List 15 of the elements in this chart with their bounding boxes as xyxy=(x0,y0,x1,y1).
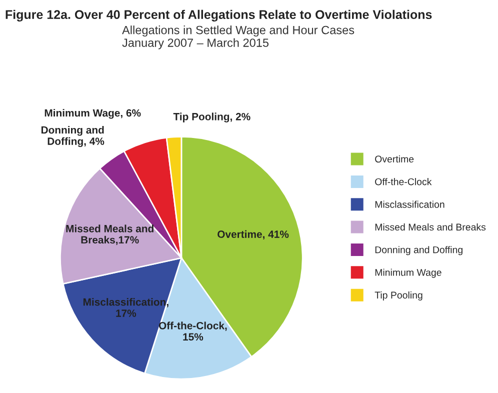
data-label: Off-the-Clock, 15% xyxy=(158,322,227,341)
legend-label: Overtime xyxy=(375,155,414,163)
chart-title: Figure 12a. Over 40 Percent of Allegations Relate to Overtime Violations xyxy=(6,10,432,22)
legend-label: Missed Meals and Breaks xyxy=(375,223,486,231)
legend-label: Donning and Doffing xyxy=(375,246,462,256)
data-label: Donning and Doffing, 4% xyxy=(41,126,104,148)
chart-subtitle: Allegations in Settled Wage and Hour Cases January 2007 – March 2015 xyxy=(122,26,354,50)
legend-label: Misclassification xyxy=(375,200,444,208)
data-label: Overtime, 41% xyxy=(218,230,289,240)
data-label: Minimum Wage, 6% xyxy=(44,109,141,119)
legend-label: Off-the-Clock xyxy=(375,178,432,186)
legend-label: Minimum Wage xyxy=(375,268,442,278)
data-label: Missed Meals and Breaks,17% xyxy=(66,224,154,246)
legend-label: Tip Pooling xyxy=(374,291,422,300)
data-label: Tip Pooling, 2% xyxy=(173,112,250,122)
